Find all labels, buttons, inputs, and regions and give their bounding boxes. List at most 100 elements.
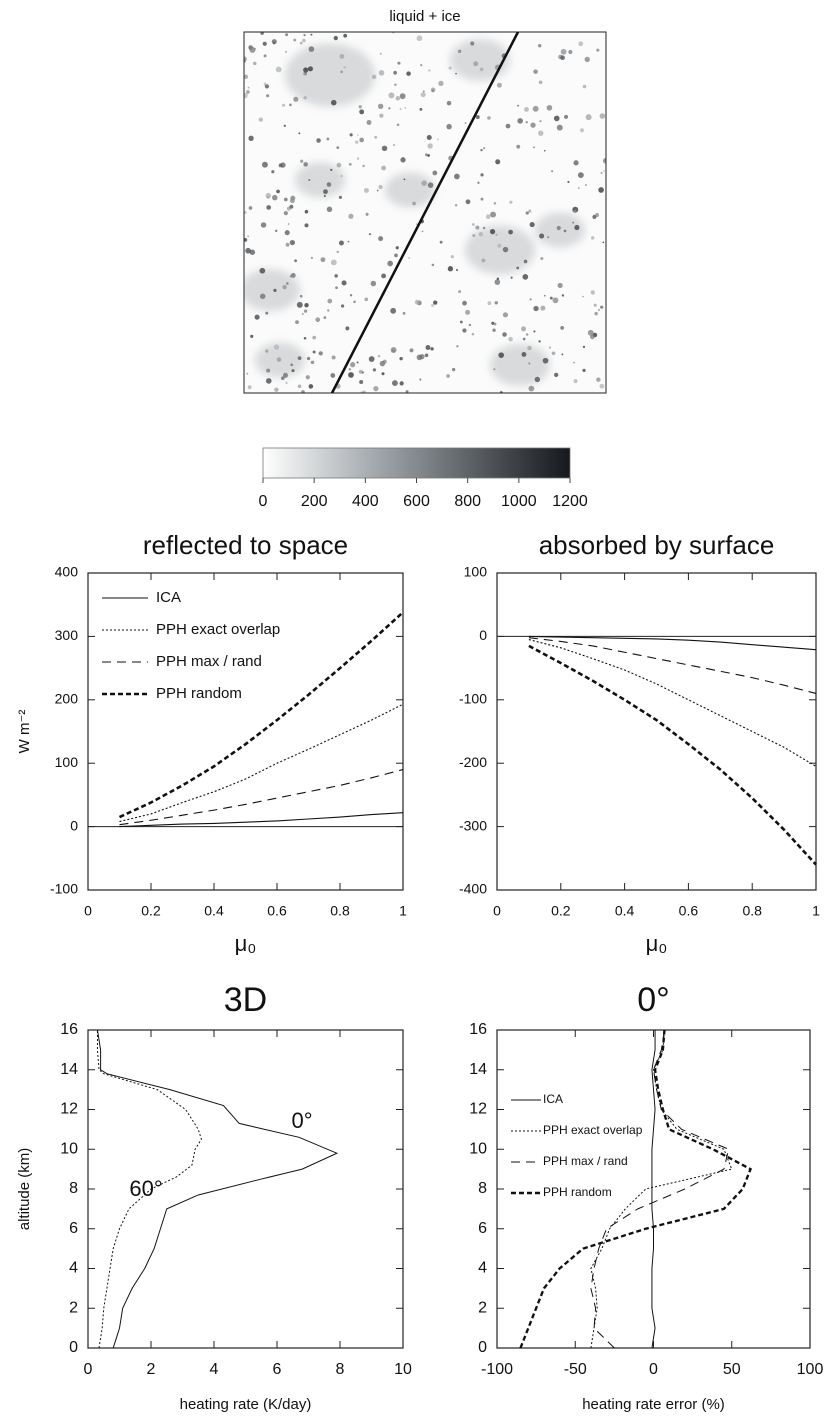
cloud-cell <box>272 195 278 201</box>
cloud-cell <box>497 244 501 248</box>
cloud-cell <box>316 138 321 143</box>
cloud-cell <box>449 67 452 70</box>
cloud-cell <box>380 361 385 366</box>
cloud-cell <box>554 373 558 377</box>
cloud-cell <box>380 53 382 55</box>
cloud-cell <box>274 344 279 349</box>
cloud-cell <box>353 301 356 304</box>
cloud-cell <box>277 357 282 362</box>
cloud-cell <box>302 39 306 43</box>
cloud-cell <box>242 93 247 98</box>
cloud-cell <box>547 105 553 111</box>
cloud-cell <box>340 175 342 177</box>
x-axis-label: heating rate error (%) <box>582 1396 725 1413</box>
cloud-cell <box>495 159 500 164</box>
cloud <box>285 44 375 107</box>
cloud-cell <box>260 294 265 299</box>
cloud-cell <box>284 198 288 202</box>
cloud-cell <box>533 106 539 112</box>
cloud-cell <box>286 243 290 247</box>
cloud-cell <box>528 386 534 392</box>
cloud-cell <box>336 163 341 168</box>
cloud-cell <box>462 301 467 306</box>
cloud-cell <box>594 304 597 307</box>
cloud-cell <box>480 149 482 151</box>
y-tick-label: 0 <box>69 1339 78 1356</box>
cloud-cell <box>528 362 530 364</box>
cloud-cell <box>266 193 271 198</box>
cloud-cell <box>282 104 285 107</box>
y-tick-label: 16 <box>60 1021 78 1038</box>
cloud-cell <box>294 259 297 262</box>
legend-label: PPH max / rand <box>543 1154 628 1168</box>
cloud-cell <box>364 298 368 302</box>
x-tick-label: 4 <box>210 1361 219 1378</box>
cloud-cell <box>297 302 303 308</box>
cloud-cell <box>327 207 332 212</box>
cloud-cell <box>248 385 252 389</box>
cloud-cell <box>477 182 479 184</box>
y-tick-label: 100 <box>55 754 79 770</box>
cloud-cell <box>312 336 316 340</box>
colorbar-tick-label: 800 <box>454 493 481 510</box>
cloud-cell <box>465 122 467 124</box>
cloud-cell <box>428 182 434 188</box>
x-tick-label: 0.4 <box>204 903 224 919</box>
cloud-cell <box>357 157 359 159</box>
cloud-cell <box>508 337 513 342</box>
cloud-cell <box>274 387 278 391</box>
cloud-cell <box>285 382 287 384</box>
cloud-cell <box>462 328 466 332</box>
cloud-cell <box>387 261 393 267</box>
y-tick-label: 10 <box>469 1140 487 1157</box>
y-tick-label: 6 <box>478 1220 487 1237</box>
cloud-cell <box>422 230 424 232</box>
cloud-cell <box>517 105 519 107</box>
cloud-cell <box>562 294 564 296</box>
cloud-cell <box>473 61 478 66</box>
cloud-cell <box>476 115 480 119</box>
cloud-cell <box>381 372 384 375</box>
cloud-cell <box>524 107 529 112</box>
y-tick-label: -100 <box>50 881 78 897</box>
x-tick-label: 0.2 <box>141 903 161 919</box>
cloud-cell <box>397 62 400 65</box>
cloud-cell <box>509 201 512 204</box>
cloud-cell <box>404 178 406 180</box>
cloud-cell <box>493 368 495 370</box>
cloud-cell <box>284 125 286 127</box>
cloud-cell <box>304 303 308 307</box>
cloud-cell <box>285 230 290 235</box>
cloud-cell <box>582 296 584 298</box>
y-tick-label: 12 <box>469 1101 487 1118</box>
cloud-cell <box>390 308 396 314</box>
colorbar <box>263 448 570 478</box>
cloud-cell <box>350 133 353 136</box>
cloud-cell <box>381 166 386 171</box>
cloud-cell <box>359 105 362 108</box>
cloud-cell <box>349 368 351 370</box>
cloud-cell <box>388 107 390 109</box>
cloud-cell <box>521 326 526 331</box>
cloud-cell <box>403 312 406 315</box>
cloud-cell <box>248 136 253 141</box>
cloud-cell <box>298 132 300 134</box>
cloud-cell <box>417 35 423 41</box>
cloud-cell <box>560 55 565 60</box>
cloud-cell <box>298 356 302 360</box>
cloud-cell <box>264 83 267 86</box>
cloud-cell <box>420 64 422 66</box>
x-tick-label: 0 <box>649 1361 658 1378</box>
cloud-cell <box>378 355 380 357</box>
y-tick-label: -400 <box>459 881 487 897</box>
x-tick-label: 0 <box>493 903 501 919</box>
cloud-cell <box>490 229 495 234</box>
cloud-cell <box>348 241 350 243</box>
cloud-cell <box>551 170 553 172</box>
y-tick-label: 200 <box>55 691 79 707</box>
cloud-cell <box>345 326 349 330</box>
colorbar-tick-label: 200 <box>301 493 328 510</box>
cloud-cell <box>359 138 364 143</box>
x-tick-label: 0 <box>84 903 92 919</box>
cloud-cell <box>369 356 375 362</box>
